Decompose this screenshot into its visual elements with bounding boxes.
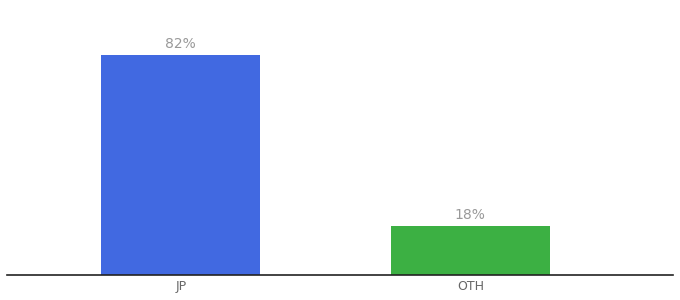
Bar	[391, 226, 550, 274]
Text: 82%: 82%	[165, 37, 196, 51]
Bar	[101, 55, 260, 275]
Text: 18%: 18%	[455, 208, 486, 222]
